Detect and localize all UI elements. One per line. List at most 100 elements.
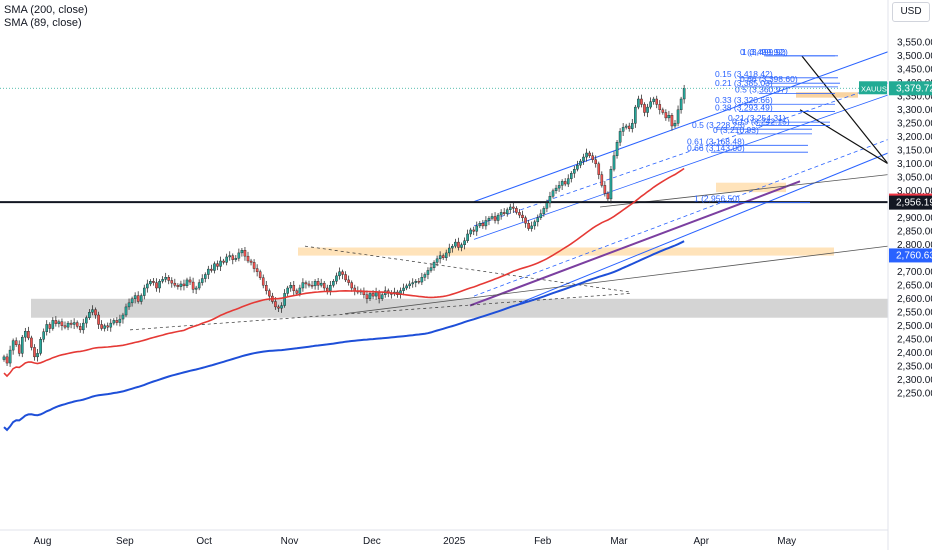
candle-body	[316, 281, 320, 286]
candle-body	[258, 271, 262, 278]
candle-body	[615, 141, 619, 156]
candle-body	[329, 285, 332, 291]
candle-body	[332, 281, 335, 286]
candle-body	[30, 337, 33, 348]
candle-body	[216, 263, 219, 267]
candle-body	[207, 268, 210, 275]
x-tick-label: Mar	[610, 536, 628, 547]
candle-body	[213, 263, 216, 271]
candle-body	[127, 302, 131, 308]
candle-body	[341, 271, 344, 275]
resistance-zone	[796, 92, 858, 98]
candle-body	[167, 277, 171, 281]
y-tick-label: 2,650.00	[897, 280, 932, 291]
x-axis[interactable]: Aug Sep Oct Nov Dec 2025 Feb Mar Apr May	[0, 529, 888, 547]
y-tick-label: 3,200.00	[897, 132, 932, 143]
candle-body	[423, 274, 427, 278]
candle-body	[576, 164, 579, 170]
channel-mid-upper	[473, 94, 889, 240]
candle-body	[481, 222, 485, 227]
candle-body	[509, 206, 512, 210]
candle-body	[124, 306, 128, 316]
price-label-text: 2,760.63	[896, 250, 932, 261]
candle-body	[515, 208, 518, 213]
candle-body	[484, 220, 488, 227]
candle-body	[210, 268, 213, 271]
candle-body	[344, 274, 347, 281]
candle-body	[280, 305, 283, 309]
candle-body	[91, 309, 94, 313]
candle-body	[429, 267, 433, 271]
legend-sma89[interactable]: SMA (89, close)	[4, 17, 82, 29]
fib-level-label: 0.19 (3,242.15)	[732, 116, 790, 126]
candle-body	[475, 225, 479, 232]
candle-body	[554, 187, 558, 192]
purple-trendline	[469, 180, 801, 307]
y-tick-label: 2,300.00	[897, 375, 932, 386]
candle-body	[222, 260, 225, 263]
candle-body	[676, 109, 680, 124]
candle-body	[85, 317, 88, 324]
candle-body	[585, 152, 588, 158]
candle-body	[646, 106, 649, 113]
y-tick-label: 3,350.00	[897, 91, 932, 102]
candle-body	[63, 325, 67, 328]
channel-upper	[473, 51, 889, 203]
candle-body	[649, 101, 652, 108]
candle-body	[377, 291, 381, 299]
candle-body	[36, 353, 39, 358]
candle-body	[466, 233, 469, 241]
y-tick-label: 3,050.00	[897, 172, 932, 183]
x-tick-label: Sep	[116, 536, 134, 547]
candle-body	[374, 291, 378, 297]
candle-body	[499, 212, 503, 216]
currency-button[interactable]: USD	[892, 2, 930, 22]
candle-body	[441, 255, 445, 258]
candle-body	[173, 282, 177, 286]
candles-layer	[2, 84, 686, 367]
candle-body	[97, 314, 100, 325]
candle-body	[634, 106, 637, 124]
y-tick-label: 3,550.00	[897, 37, 932, 48]
y-tick-label: 3,150.00	[897, 145, 932, 156]
candle-body	[512, 206, 515, 209]
candle-body	[557, 185, 561, 189]
candle-body	[545, 202, 549, 209]
candle-body	[618, 131, 622, 143]
candle-body	[664, 112, 668, 119]
candle-body	[402, 287, 405, 291]
candle-body	[200, 278, 204, 283]
candle-body	[417, 281, 421, 283]
candle-body	[548, 195, 552, 204]
candle-body	[326, 287, 329, 291]
candle-body	[182, 283, 186, 287]
candle-body	[133, 295, 137, 299]
candle-body	[524, 217, 527, 224]
zones-layer	[31, 92, 888, 318]
y-tick-label: 2,900.00	[897, 213, 932, 224]
candle-body	[228, 255, 232, 258]
legend-sma200[interactable]: SMA (200, close)	[4, 4, 88, 16]
candle-body	[176, 285, 180, 287]
candle-body	[292, 285, 296, 291]
candle-body	[594, 159, 597, 165]
candle-body	[265, 285, 268, 291]
candle-body	[51, 320, 55, 329]
candle-body	[606, 193, 610, 200]
candle-body	[313, 281, 317, 287]
candle-body	[112, 320, 116, 324]
candle-body	[283, 293, 286, 306]
candle-body	[231, 255, 235, 260]
x-tick-label: Dec	[363, 536, 381, 547]
candle-body	[435, 258, 439, 263]
supply-zone-small	[716, 182, 786, 193]
candle-body	[24, 331, 27, 338]
candle-body	[81, 322, 85, 331]
candle-body	[505, 209, 509, 214]
candle-body	[438, 255, 442, 260]
candle-body	[322, 282, 326, 289]
y-axis[interactable]: 3,550.003,500.003,450.003,400.003,350.00…	[887, 0, 932, 550]
candle-body	[603, 185, 607, 194]
price-label-badge	[889, 195, 932, 210]
